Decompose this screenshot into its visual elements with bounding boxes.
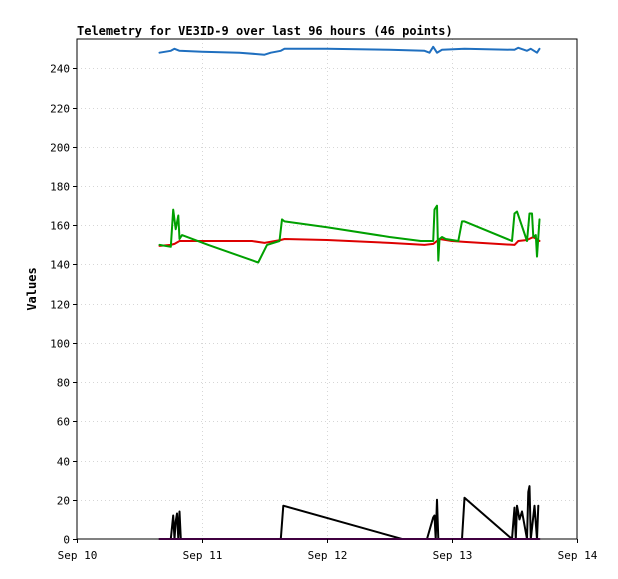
series-line-2	[158, 236, 541, 247]
y-tick-label: 100	[50, 338, 70, 351]
grid	[77, 39, 577, 539]
y-tick-label: 20	[57, 495, 70, 508]
x-axis: Sep 10 Sep 11 Sep 12 Sep 13 Sep 14	[58, 539, 598, 562]
x-tick-label: Sep 14	[558, 549, 598, 562]
series-line-1	[158, 45, 541, 56]
x-tick-label: Sep 10	[58, 549, 98, 562]
x-tick-label: Sep 11	[183, 549, 223, 562]
y-tick-label: 120	[50, 299, 70, 312]
y-tick-label: 60	[57, 416, 70, 429]
y-tick-label: 240	[50, 63, 70, 76]
y-tick-label: 140	[50, 259, 70, 272]
series-line-3	[158, 204, 541, 264]
chart-title: Telemetry for VE3ID-9 over last 96 hours…	[77, 24, 453, 38]
x-tick-label: Sep 12	[308, 549, 348, 562]
y-tick-label: 220	[50, 103, 70, 116]
y-tick-label: 0	[63, 534, 70, 547]
y-tick-label: 180	[50, 181, 70, 194]
y-axis-label: Values	[25, 267, 39, 310]
y-tick-label: 160	[50, 220, 70, 233]
x-tick-label: Sep 13	[433, 549, 473, 562]
y-tick-label: 200	[50, 142, 70, 155]
series-line-4	[158, 485, 540, 540]
y-axis: 0 20 40 60 80 100 120 140 160 180 200 220 240	[50, 63, 77, 547]
y-tick-label: 40	[57, 456, 70, 469]
y-tick-label: 80	[57, 377, 70, 390]
series-group	[158, 45, 541, 540]
